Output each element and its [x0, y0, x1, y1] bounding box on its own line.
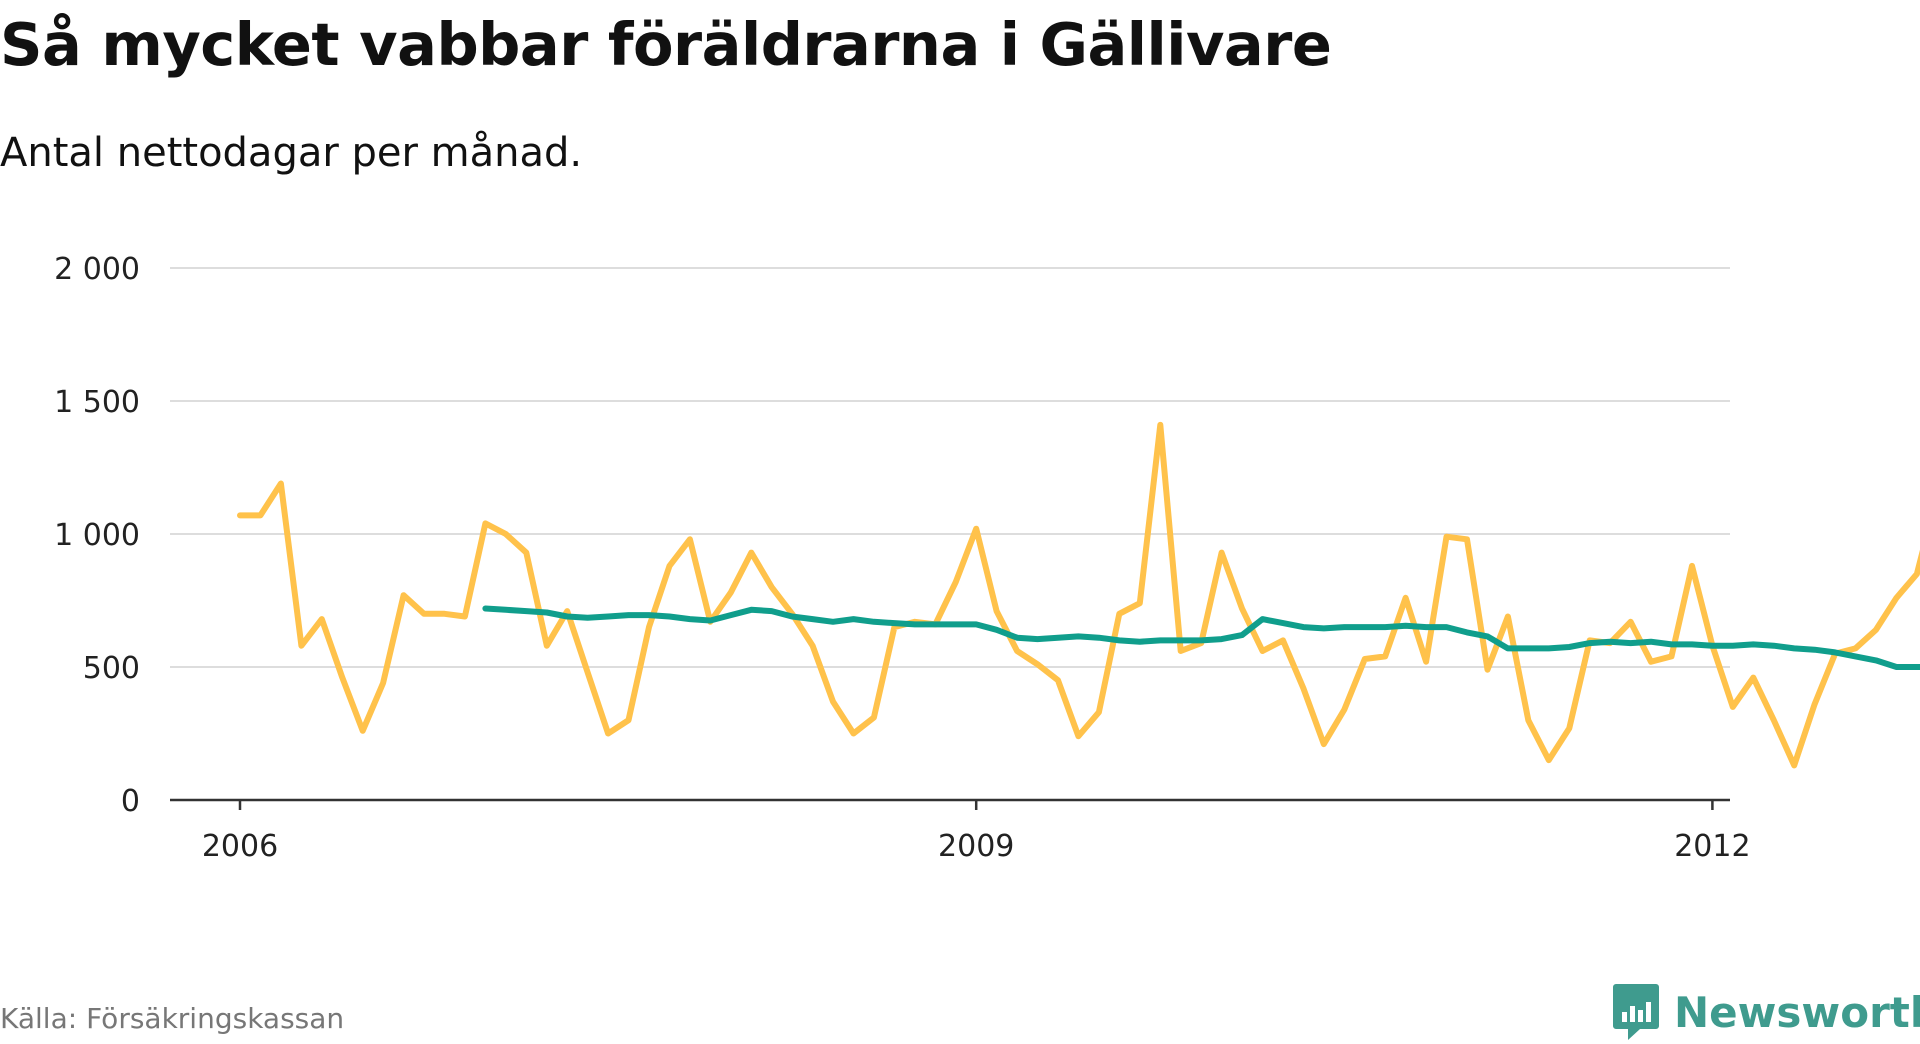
brand-name: Newsworthy: [1674, 987, 1920, 1037]
x-tick-label: 2009: [938, 829, 1014, 864]
y-tick-label: 0: [121, 784, 140, 819]
y-tick-label: 1 000: [54, 518, 140, 553]
source-note: Källa: Försäkringskassan: [0, 1002, 345, 1035]
brand-logo: Newsworthy: [1612, 980, 1920, 1044]
series-line-trend: [482, 605, 1920, 670]
x-tick-label: 2006: [202, 829, 278, 864]
newsworthy-logo-icon: [1613, 984, 1659, 1040]
chart-title: Så mycket vabbar föräldrarna i Gällivare: [0, 10, 1332, 79]
y-tick-label: 1 500: [54, 385, 140, 420]
chart-subtitle: Antal nettodagar per månad.: [0, 130, 583, 176]
y-tick-label: 500: [83, 651, 140, 686]
series-line-per-manad: [237, 421, 1920, 769]
y-tick-label: 2 000: [54, 252, 140, 287]
x-tick-label: 2012: [1674, 829, 1750, 864]
